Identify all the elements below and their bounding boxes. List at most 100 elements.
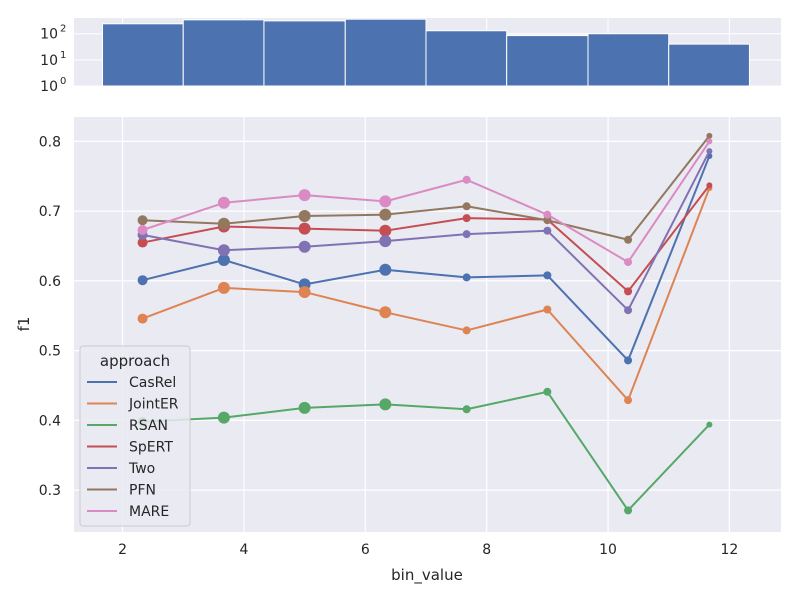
x-tick-label-6: 6 <box>361 542 370 558</box>
series-line-two <box>142 150 711 312</box>
series-line-rsan <box>142 390 711 512</box>
y-tick-label-0.5: 0.5 <box>39 344 61 360</box>
x-axis-label: bin_value <box>391 566 463 585</box>
legend: approach CasRel JointER RSAN SpERT Two PFN MAR… <box>79 345 191 527</box>
point-mare-6 <box>543 210 552 219</box>
histogram-bars <box>102 18 750 87</box>
legend-item-mare: MARE <box>87 504 169 520</box>
point-pfn-3 <box>298 210 311 223</box>
point-pfn-4 <box>379 208 392 221</box>
histogram-bar-3 <box>263 20 346 87</box>
histogram-y-tick-label: 10 <box>40 27 58 43</box>
point-pfn-7 <box>624 235 633 244</box>
point-jointer-4 <box>379 306 392 319</box>
legend-item-rsan: RSAN <box>87 418 168 434</box>
point-casrel-7 <box>624 356 633 365</box>
histogram-bar-1 <box>102 23 184 87</box>
point-pfn-2 <box>217 217 230 230</box>
legend-label: CasRel <box>129 375 176 391</box>
point-mare-7 <box>624 258 633 267</box>
point-two-6 <box>543 226 552 235</box>
point-casrel-4 <box>379 263 392 276</box>
point-casrel-5 <box>462 273 471 282</box>
point-rsan-4 <box>379 398 392 411</box>
y-tick-label-0.6: 0.6 <box>39 274 61 290</box>
point-mare-2 <box>217 196 230 209</box>
series-pfn <box>137 132 713 244</box>
series-line-jointer <box>142 187 711 402</box>
legend-box <box>79 345 191 527</box>
legend-label: MARE <box>129 504 169 520</box>
point-two-8 <box>706 148 713 155</box>
point-pfn-1 <box>137 215 148 226</box>
x-tick-label-10: 10 <box>599 542 617 558</box>
point-rsan-8 <box>706 421 713 428</box>
series-casrel <box>137 153 713 365</box>
legend-label: PFN <box>129 483 156 499</box>
legend-title: approach <box>100 352 170 370</box>
point-jointer-2 <box>217 281 230 294</box>
x-tick-label-4: 4 <box>239 542 248 558</box>
line-series <box>137 132 713 515</box>
histogram-bar-4 <box>344 18 427 87</box>
point-spert-1 <box>137 237 148 248</box>
point-spert-3 <box>298 222 311 235</box>
point-jointer-1 <box>137 313 148 324</box>
histogram-y-tick-label: 10 <box>40 79 58 95</box>
point-two-5 <box>462 230 471 239</box>
series-line-casrel <box>142 155 711 362</box>
legend-item-spert: SpERT <box>87 440 173 456</box>
point-jointer-6 <box>543 305 552 314</box>
series-rsan <box>137 387 713 515</box>
legend-item-jointer: JointER <box>87 397 179 413</box>
legend-label: RSAN <box>129 418 168 434</box>
x-tick-label-2: 2 <box>118 542 127 558</box>
x-axis-ticks: 2 4 6 8 10 12 <box>118 542 738 558</box>
histogram-bar-8 <box>668 43 750 87</box>
point-two-4 <box>379 235 392 248</box>
point-mare-8 <box>706 138 713 145</box>
point-spert-8 <box>706 182 713 189</box>
series-line-pfn <box>142 135 711 241</box>
point-jointer-7 <box>624 396 633 405</box>
series-mare <box>137 138 713 267</box>
point-rsan-3 <box>298 401 311 414</box>
histogram-bar-2 <box>182 19 265 87</box>
y-axis-ticks: 0.3 0.4 0.5 0.6 0.7 0.8 <box>39 134 61 499</box>
point-casrel-2 <box>217 253 230 266</box>
histogram-y-tick-exponent: 1 <box>60 50 66 61</box>
point-rsan-2 <box>217 411 230 424</box>
point-pfn-6 <box>543 216 552 225</box>
x-tick-label-8: 8 <box>482 542 491 558</box>
histogram-bar-5 <box>425 30 508 87</box>
point-mare-1 <box>137 224 148 235</box>
point-spert-7 <box>624 287 633 296</box>
point-rsan-6 <box>543 387 552 396</box>
point-rsan-7 <box>624 506 633 515</box>
point-jointer-3 <box>298 286 311 299</box>
point-jointer-5 <box>462 326 471 335</box>
y-tick-label-0.3: 0.3 <box>39 483 61 499</box>
series-jointer <box>137 185 713 405</box>
legend-label: JointER <box>128 397 179 413</box>
legend-item-casrel: CasRel <box>87 375 176 391</box>
line-chart-panel: 2 4 6 8 10 12 0.3 0.4 0.5 0.6 0.7 0.8 bin_value f1 <box>15 117 781 585</box>
point-two-2 <box>217 244 230 257</box>
legend-items: CasRel JointER RSAN SpERT Two PFN MARE <box>87 375 179 520</box>
point-two-3 <box>298 240 311 253</box>
legend-label: Two <box>128 461 155 477</box>
y-tick-label-0.7: 0.7 <box>39 204 61 220</box>
legend-label: SpERT <box>129 440 173 456</box>
histogram-y-tick-exponent: 2 <box>60 24 66 35</box>
histogram-y-tick-exponent: 0 <box>60 76 66 87</box>
histogram-y-tick-label: 10 <box>40 53 58 69</box>
point-casrel-1 <box>137 275 148 286</box>
histogram-bar-7 <box>587 33 670 87</box>
point-casrel-6 <box>543 271 552 280</box>
x-tick-label-12: 12 <box>721 542 739 558</box>
line-chart-plot-area <box>74 117 781 532</box>
point-mare-3 <box>298 189 311 202</box>
